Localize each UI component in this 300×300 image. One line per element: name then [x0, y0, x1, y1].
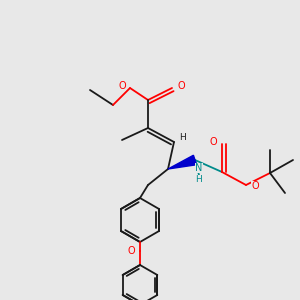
Text: H: H	[196, 176, 202, 184]
Text: H: H	[180, 133, 186, 142]
Polygon shape	[168, 155, 197, 169]
Text: O: O	[118, 81, 126, 91]
Text: O: O	[209, 137, 217, 147]
Text: O: O	[251, 181, 259, 191]
Text: O: O	[127, 246, 135, 256]
Text: O: O	[177, 81, 185, 91]
Text: N: N	[195, 163, 203, 173]
